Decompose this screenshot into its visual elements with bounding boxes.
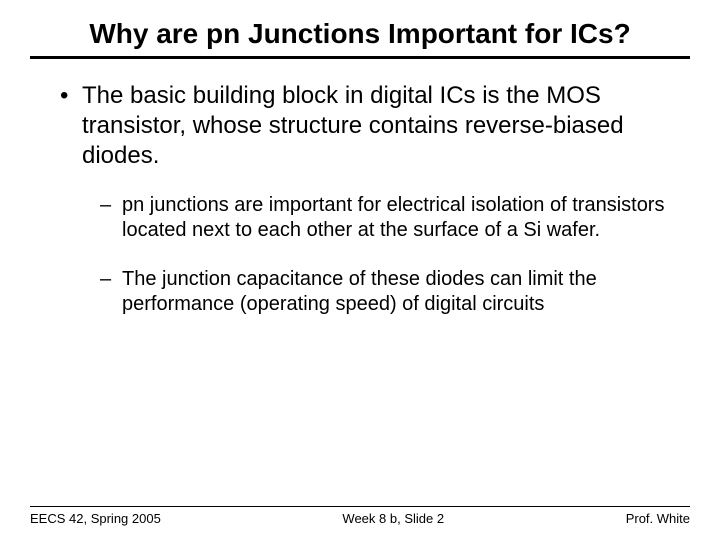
- bullet-dot-icon: •: [60, 81, 82, 171]
- bullet-sub-2-text: The junction capacitance of these diodes…: [122, 267, 672, 317]
- slide-title: Why are pn Junctions Important for ICs?: [30, 18, 690, 56]
- footer-row: EECS 42, Spring 2005 Week 8 b, Slide 2 P…: [30, 511, 690, 526]
- slide: Why are pn Junctions Important for ICs? …: [0, 0, 720, 540]
- title-underline: [30, 56, 690, 59]
- footer: EECS 42, Spring 2005 Week 8 b, Slide 2 P…: [30, 506, 690, 526]
- footer-right: Prof. White: [626, 511, 690, 526]
- footer-rule: [30, 506, 690, 507]
- bullet-dash-icon: –: [100, 267, 122, 317]
- bullet-main: • The basic building block in digital IC…: [60, 81, 672, 171]
- bullet-sub-2: – The junction capacitance of these diod…: [100, 267, 672, 317]
- bullet-main-text: The basic building block in digital ICs …: [82, 81, 672, 171]
- bullet-dash-icon: –: [100, 193, 122, 243]
- footer-left: EECS 42, Spring 2005: [30, 511, 161, 526]
- bullet-sub-1-text: pn junctions are important for electrica…: [122, 193, 672, 243]
- footer-center: Week 8 b, Slide 2: [342, 511, 444, 526]
- bullet-sub-1: – pn junctions are important for electri…: [100, 193, 672, 243]
